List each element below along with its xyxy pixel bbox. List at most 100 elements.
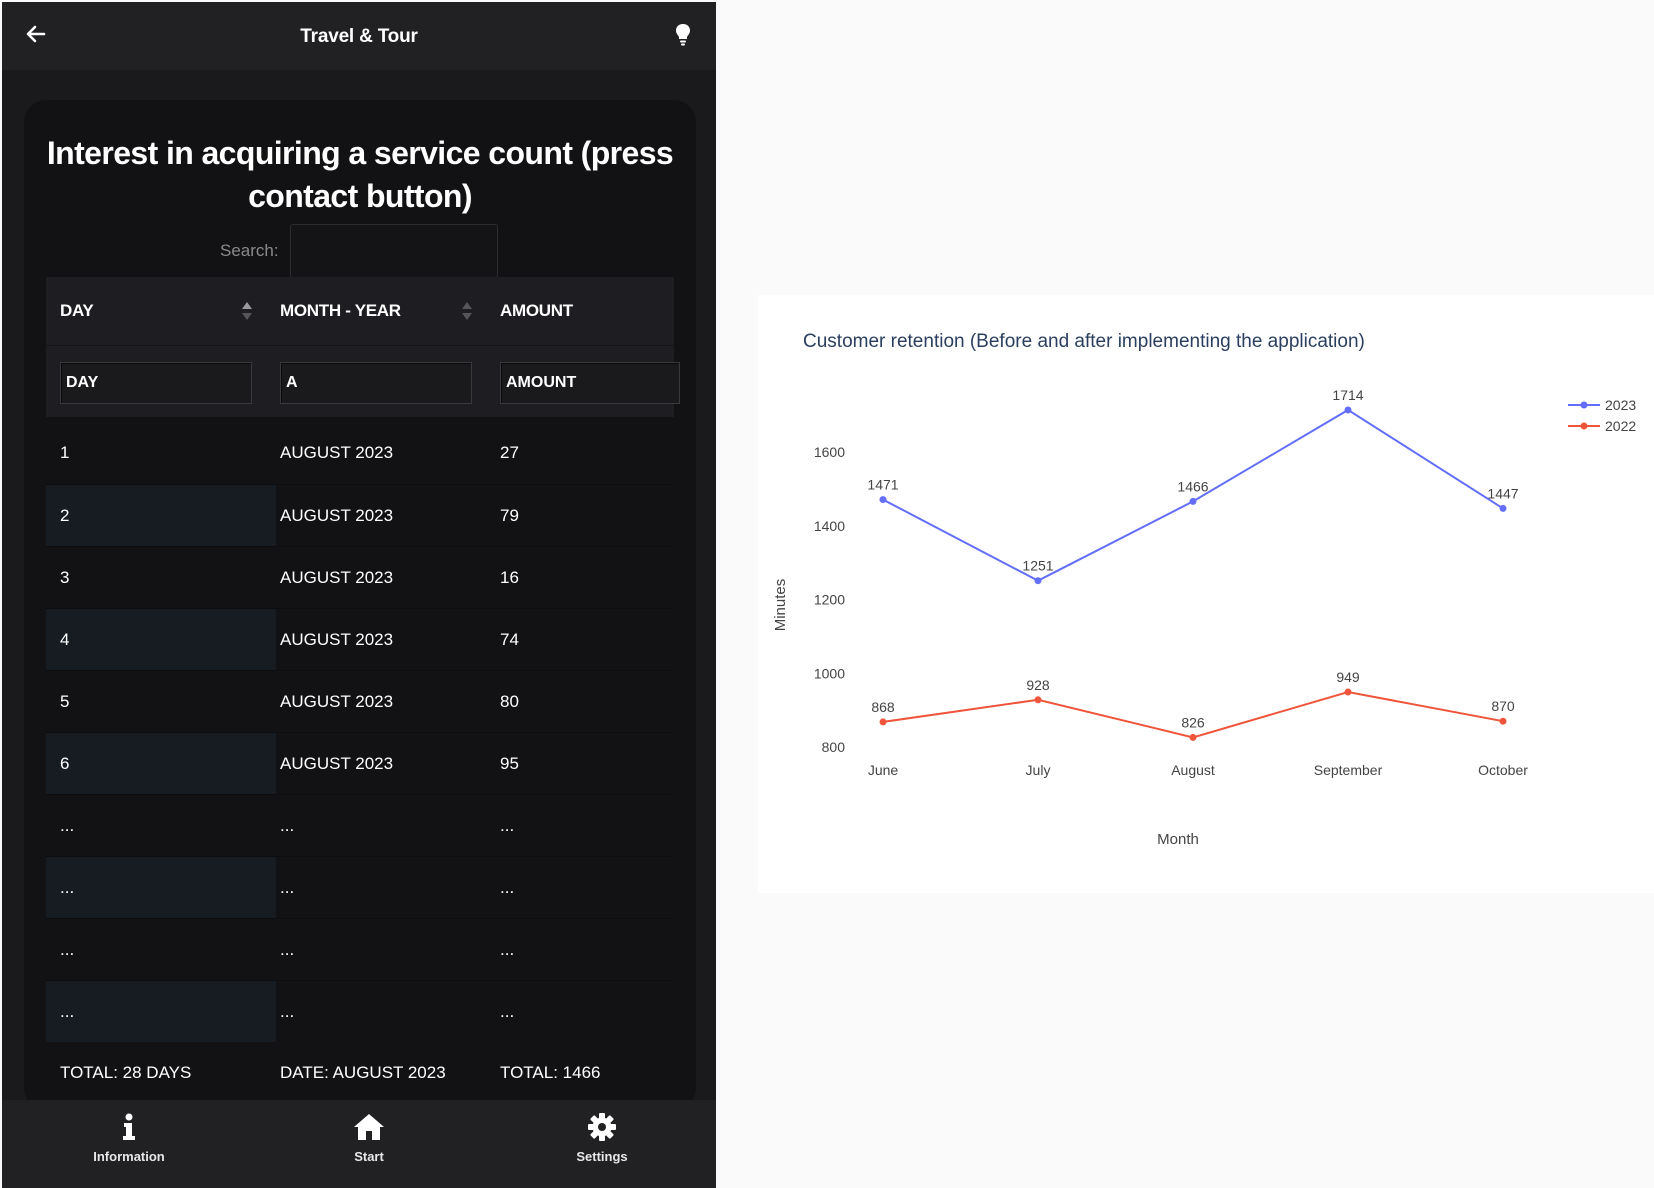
legend-marker xyxy=(1580,422,1588,430)
y-tick-label: 1400 xyxy=(814,518,845,534)
search-input[interactable] xyxy=(290,224,498,278)
amount-cell: 27 xyxy=(500,443,519,462)
app-title: Travel & Tour xyxy=(300,26,418,47)
x-tick-label: June xyxy=(868,762,899,778)
x-tick-label: October xyxy=(1478,762,1528,778)
table-row[interactable]: ... ... ... xyxy=(46,856,674,918)
data-point[interactable] xyxy=(1034,696,1042,704)
amount-cell: ... xyxy=(500,940,515,959)
nav-information-label: Information xyxy=(93,1149,165,1164)
theme-toggle-button[interactable] xyxy=(673,22,693,48)
y-tick-label: 1600 xyxy=(814,444,845,460)
gear-icon xyxy=(588,1113,616,1141)
legend-label: 2022 xyxy=(1605,418,1636,434)
data-point[interactable] xyxy=(1189,733,1197,741)
table-row[interactable]: 6 AUGUST 2023 95 xyxy=(46,732,674,794)
total-amount-label: TOTAL: 1466 xyxy=(500,1063,601,1082)
home-icon xyxy=(354,1114,384,1140)
data-point[interactable] xyxy=(1189,497,1197,505)
legend[interactable]: 2023 2022 xyxy=(1568,397,1636,434)
amount-filter-input[interactable] xyxy=(500,362,680,404)
table-row[interactable]: 3 AUGUST 2023 16 xyxy=(46,546,674,608)
data-point[interactable] xyxy=(879,718,887,726)
y-tick-label: 1000 xyxy=(814,665,845,681)
table-row[interactable]: 2 AUGUST 2023 79 xyxy=(46,484,674,546)
chart-canvas: Customer retention (Before and after imp… xyxy=(772,331,1636,848)
x-tick-label: August xyxy=(1171,762,1215,778)
legend-item-2022[interactable]: 2022 xyxy=(1568,418,1636,434)
day-cell: ... xyxy=(60,816,75,835)
day-cell: ... xyxy=(60,940,75,959)
day-cell: 4 xyxy=(60,630,70,649)
amount-cell: ... xyxy=(500,816,515,835)
nav-information[interactable]: Information xyxy=(69,1112,189,1164)
data-label: 928 xyxy=(1026,677,1050,693)
data-point[interactable] xyxy=(1034,577,1042,585)
day-cell: 2 xyxy=(60,506,70,525)
data-label: 1714 xyxy=(1332,387,1363,403)
nav-settings[interactable]: Settings xyxy=(542,1112,662,1164)
amount-cell: ... xyxy=(500,878,515,897)
month-year-filter-input[interactable] xyxy=(280,362,472,404)
amount-cell: ... xyxy=(500,1002,515,1021)
amount-cell: 74 xyxy=(500,630,519,649)
sort-icon[interactable] xyxy=(461,299,473,323)
filter-row xyxy=(46,345,680,417)
x-tick-label: September xyxy=(1314,762,1383,778)
table-row[interactable]: ... ... ... xyxy=(46,918,674,980)
day-cell: ... xyxy=(60,878,75,897)
amount-cell: 95 xyxy=(500,754,519,773)
chart-title: Customer retention (Before and after imp… xyxy=(803,331,1365,352)
data-point[interactable] xyxy=(1499,504,1507,512)
table-header: DAY MONTH - YEAR AMOUNT xyxy=(46,277,674,345)
table-body: 1 AUGUST 2023 27 2 AUGUST 2023 79 3 AUGU… xyxy=(46,417,674,1042)
day-cell: ... xyxy=(60,1002,75,1021)
data-label: 826 xyxy=(1181,714,1205,730)
table-footer: TOTAL: 28 DAYS DATE: AUGUST 2023 TOTAL: … xyxy=(46,1042,674,1104)
series-layer: 1471 1251 1466 1714 1447 868 928 826 949 870 xyxy=(867,387,1519,741)
legend-item-2023[interactable]: 2023 xyxy=(1568,397,1636,413)
y-tick-label: 1200 xyxy=(814,592,845,608)
month-year-cell: AUGUST 2023 xyxy=(280,568,394,587)
data-label: 1471 xyxy=(867,477,898,493)
table-row[interactable]: 5 AUGUST 2023 80 xyxy=(46,670,674,732)
x-axis: June July August September October xyxy=(868,762,1528,778)
series-2023: 1471 1251 1466 1714 1447 xyxy=(867,387,1519,585)
month-year-cell: AUGUST 2023 xyxy=(280,443,394,462)
column-header-month-year[interactable]: MONTH - YEAR xyxy=(280,301,401,320)
data-point[interactable] xyxy=(1344,688,1352,696)
data-label: 1466 xyxy=(1177,478,1208,494)
nav-start-label: Start xyxy=(354,1149,384,1164)
sort-icon[interactable] xyxy=(241,299,253,323)
data-label: 868 xyxy=(871,699,895,715)
legend-marker xyxy=(1580,401,1588,409)
day-cell: 1 xyxy=(60,443,70,462)
x-axis-title: Month xyxy=(1157,831,1199,848)
table-row[interactable]: 1 AUGUST 2023 27 xyxy=(46,422,674,484)
mobile-app-screen: Travel & Tour Interest in acquiring a se… xyxy=(2,2,716,1188)
data-point[interactable] xyxy=(1344,406,1352,414)
nav-start[interactable]: Start xyxy=(309,1112,429,1164)
column-header-day[interactable]: DAY xyxy=(60,301,94,320)
top-app-bar: Travel & Tour xyxy=(2,2,716,70)
total-days-label: TOTAL: 28 DAYS xyxy=(60,1063,192,1082)
y-axis-title: Minutes xyxy=(772,579,789,632)
table-row[interactable]: ... ... ... xyxy=(46,794,674,856)
day-cell: 3 xyxy=(60,568,70,587)
amount-cell: 79 xyxy=(500,506,519,525)
table-row[interactable]: ... ... ... xyxy=(46,980,674,1042)
back-button[interactable] xyxy=(22,20,50,48)
data-table: DAY MONTH - YEAR AMOUNT 1 AUGUST 2023 xyxy=(46,277,680,1104)
data-point[interactable] xyxy=(1499,717,1507,725)
data-point[interactable] xyxy=(879,496,887,504)
table-row[interactable]: 4 AUGUST 2023 74 xyxy=(46,608,674,670)
customer-retention-chart: Customer retention (Before and after imp… xyxy=(758,295,1654,893)
y-axis: 800 1000 1200 1400 1600 xyxy=(814,444,845,755)
footer-date-label: DATE: AUGUST 2023 xyxy=(280,1063,446,1082)
info-icon xyxy=(123,1113,135,1140)
series-line xyxy=(882,408,1504,582)
day-filter-input[interactable] xyxy=(60,362,252,404)
column-header-amount[interactable]: AMOUNT xyxy=(500,301,573,320)
data-label: 1251 xyxy=(1022,558,1053,574)
lightbulb-icon xyxy=(676,24,690,46)
